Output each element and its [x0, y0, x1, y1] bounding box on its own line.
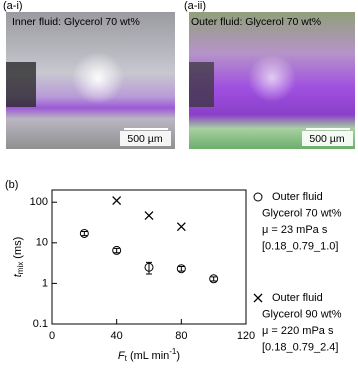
error-bar — [178, 266, 185, 272]
plot-frame — [51, 189, 247, 325]
x-symbol: F — [118, 350, 126, 362]
scale-bar-label: 500 µm — [309, 133, 344, 145]
x-tick-label: 80 — [175, 330, 187, 342]
x-tick-label: 40 — [111, 330, 123, 342]
point — [112, 196, 122, 205]
scale-bar-label: 500 µm — [127, 133, 162, 145]
panel-label: (a-i) — [3, 0, 23, 12]
error-bar — [210, 276, 217, 282]
error-bar — [81, 230, 88, 237]
point — [112, 245, 122, 255]
error-bar — [146, 261, 152, 275]
point — [144, 262, 154, 272]
legend-detail: [0.18_0.79_1.0] — [262, 240, 338, 252]
y-tick-label: 1 — [42, 277, 48, 289]
y-unit: (ms) — [12, 237, 24, 262]
y-tick-label: 10 — [36, 237, 48, 249]
point — [176, 264, 186, 274]
x-tick-label: 0 — [49, 330, 55, 342]
x-unit: (mL min — [127, 350, 169, 362]
point — [209, 274, 219, 284]
legend-detail: Glycerol 70 wt% — [262, 207, 342, 219]
y-symbol: t — [12, 273, 24, 277]
panel-label: (a-ii) — [184, 0, 206, 12]
x-exp: -1 — [169, 347, 177, 356]
error-bar — [113, 247, 120, 254]
panel-label: (b) — [5, 179, 18, 191]
point — [79, 228, 89, 238]
legend-detail: [0.18_0.79_2.4] — [262, 341, 338, 353]
legend-detail: μ = 23 mPa s — [262, 224, 328, 236]
x-sub: t — [125, 354, 128, 363]
y-tick-label: 100 — [30, 196, 48, 208]
image-a-i — [6, 12, 175, 149]
image-caption: Outer fluid: Glycerol 70 wt% — [191, 16, 321, 28]
image-caption: Inner fluid: Glycerol 70 wt% — [12, 16, 140, 28]
x-axis-label: Ft (mL min-1) — [118, 347, 180, 363]
y-tick-label: 0.1 — [33, 318, 48, 330]
image-a-ii — [189, 12, 355, 149]
point — [144, 211, 154, 220]
x-tick-label: 120 — [237, 330, 255, 342]
legend-label: Outer fluid — [272, 191, 323, 203]
legend-marker — [253, 293, 263, 303]
y-axis-label: tmix (ms) — [12, 237, 25, 278]
y-sub: mix — [16, 262, 25, 274]
legend-detail: Glycerol 90 wt% — [262, 308, 342, 320]
legend-label: Outer fluid — [272, 292, 323, 304]
point — [176, 222, 186, 232]
legend-marker — [253, 192, 263, 202]
x-close: ) — [176, 350, 180, 362]
legend-detail: μ = 220 mPa s — [262, 325, 334, 337]
